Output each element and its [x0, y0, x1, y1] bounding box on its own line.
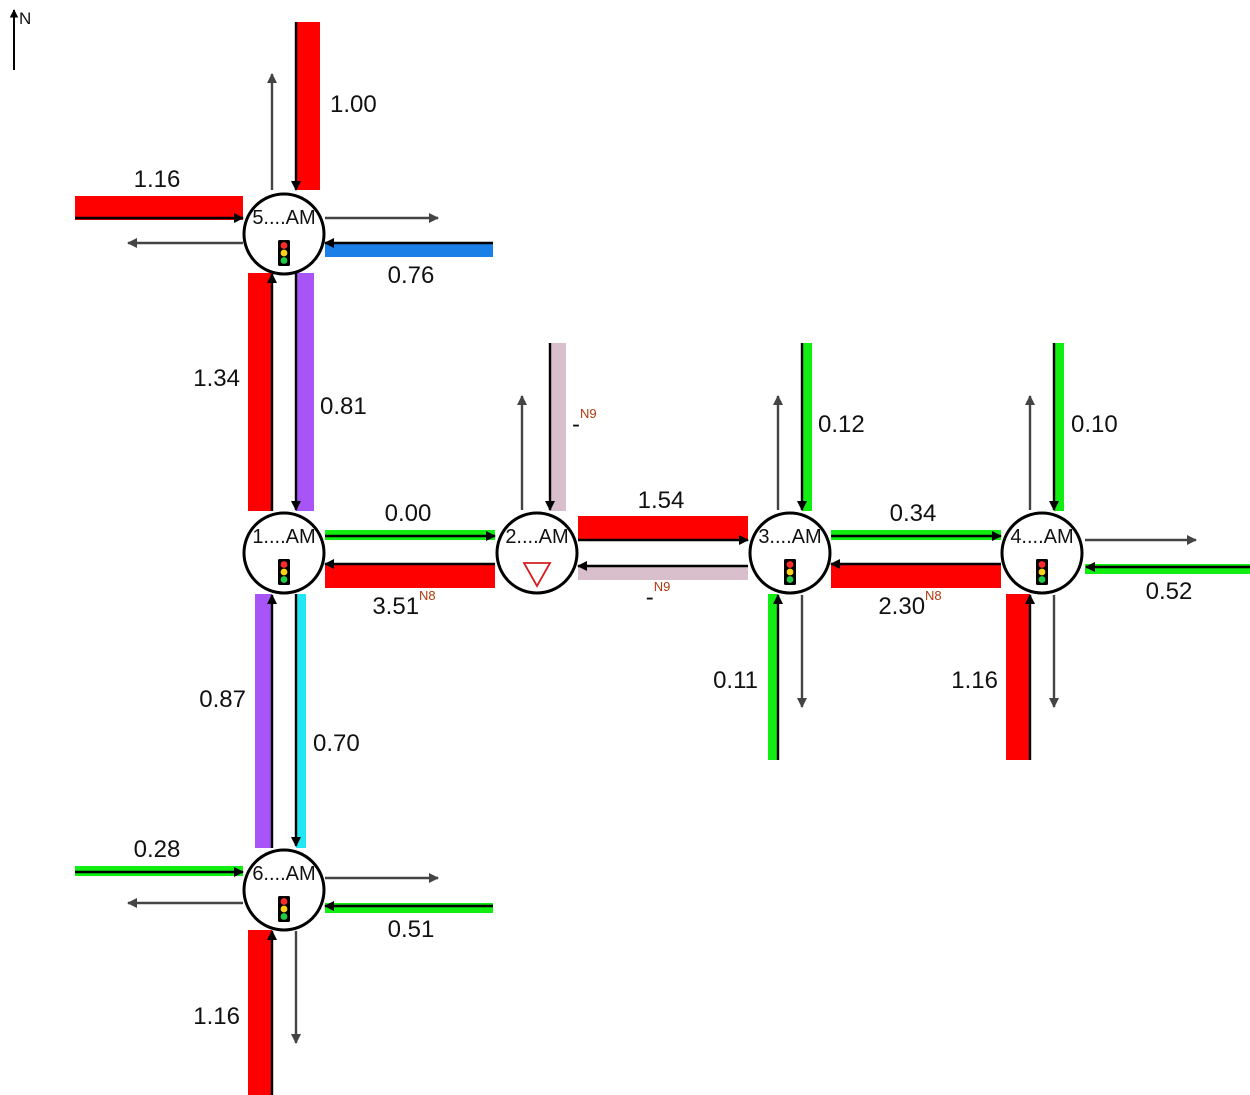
north-label: N: [19, 9, 31, 28]
link-band-n2-north-in: [550, 343, 566, 511]
node-circle: [495, 511, 579, 595]
link-note-n4-n3-westbound: N8: [925, 588, 942, 603]
traffic-light-icon: [1036, 559, 1048, 585]
link-value-n4-n3-westbound: 2.30N8: [878, 588, 941, 620]
link-note-n3-n2-westbound: N9: [654, 579, 671, 594]
node-n3[interactable]: 3....AM: [748, 511, 832, 595]
link-value-n2-north-in: -N9: [572, 406, 597, 438]
link-band-n6-south-in: [248, 930, 272, 1095]
link-value-n3-n4-eastbound: 0.34: [890, 500, 937, 527]
node-n2[interactable]: 2....AM: [495, 511, 579, 595]
link-band-n5-north-in: [296, 22, 320, 190]
link-value-n2-n1-westbound: 3.51N8: [372, 588, 435, 620]
link-band-n5-west-in: [75, 196, 243, 220]
link-value-n1-n6-southbound: 0.70: [313, 730, 360, 757]
link-band-n5-n1-southbound: [296, 273, 314, 511]
link-band-n1-n5-northbound: [248, 273, 272, 511]
link-value-n6-east-in: 0.51: [388, 916, 435, 943]
node-circle: [242, 511, 326, 595]
yield-icon: [522, 562, 552, 588]
link-band-n5-east-in: [325, 243, 493, 257]
link-band-n6-east-in: [325, 903, 493, 913]
link-band-n3-south-in: [768, 594, 778, 760]
link-value-n2-n3-eastbound: 1.54: [638, 487, 685, 514]
node-label: 3....AM: [758, 526, 821, 548]
link-band-n4-n3-westbound: [831, 564, 1001, 588]
link-band-n2-n3-eastbound: [578, 516, 748, 540]
link-value-n3-n2-westbound: -N9: [646, 579, 671, 611]
node-label: 2....AM: [505, 526, 568, 548]
link-value-n5-east-in: 0.76: [388, 262, 435, 289]
link-value-n1-n5-northbound: 1.34: [193, 365, 240, 392]
node-circle: [1000, 511, 1084, 595]
traffic-light-icon: [784, 559, 796, 585]
traffic-light-icon: [278, 896, 290, 922]
node-n6[interactable]: 6....AM: [242, 848, 326, 932]
north-arrow: N: [9, 9, 31, 70]
link-value-n6-n1-northbound: 0.87: [199, 686, 246, 713]
node-n1[interactable]: 1....AM: [242, 511, 326, 595]
link-band-n2-n1-westbound: [325, 564, 495, 588]
link-band-n3-north-in: [802, 343, 812, 511]
node-label: 4....AM: [1010, 526, 1073, 548]
link-band-n1-n6-southbound: [296, 594, 306, 848]
link-value-n5-west-in: 1.16: [134, 166, 181, 193]
link-value-n4-south-in: 1.16: [951, 667, 998, 694]
node-n5[interactable]: 5....AM: [242, 192, 326, 276]
link-note-n2-n1-westbound: N8: [419, 588, 436, 603]
node-circle: [242, 848, 326, 932]
links-layer: [75, 22, 1250, 1095]
link-value-n3-south-in: 0.11: [713, 667, 758, 694]
traffic-light-icon: [278, 559, 290, 585]
link-value-n5-north-in: 1.00: [330, 91, 377, 118]
link-band-n4-south-in: [1006, 594, 1030, 760]
link-band-n3-n2-westbound: [578, 566, 748, 580]
traffic-light-icon: [278, 240, 290, 266]
link-value-n4-east-in: 0.52: [1146, 578, 1193, 605]
node-circle: [242, 192, 326, 276]
node-label: 1....AM: [252, 526, 315, 548]
link-value-n6-west-in: 0.28: [134, 836, 181, 863]
node-n4[interactable]: 4....AM: [1000, 511, 1084, 595]
link-value-n3-north-in: 0.12: [818, 411, 865, 438]
node-label: 6....AM: [252, 863, 315, 885]
link-value-n1-n2-eastbound: 0.00: [385, 500, 432, 527]
link-value-n6-south-in: 1.16: [193, 1003, 240, 1030]
link-value-n4-north-in: 0.10: [1071, 411, 1118, 438]
link-band-n6-n1-northbound: [255, 594, 272, 848]
link-band-n4-north-in: [1054, 343, 1064, 511]
link-band-n4-east-in: [1085, 564, 1250, 574]
exit-arrows-layer: [126, 72, 1198, 1045]
link-note-n2-north-in: N9: [580, 406, 597, 421]
link-value-n5-n1-southbound: 0.81: [320, 393, 367, 420]
node-circle: [748, 511, 832, 595]
node-label: 5....AM: [252, 207, 315, 229]
nodes-layer: 5....AM 1....AM 2....AM 3....AM 4....AM 6....…: [242, 192, 1084, 932]
